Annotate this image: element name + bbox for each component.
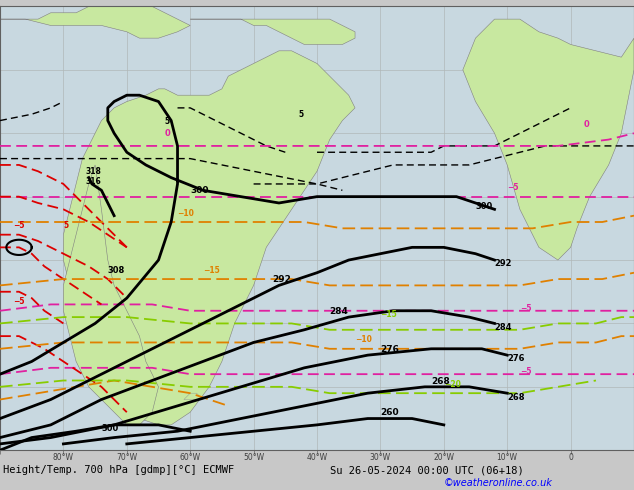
Text: 318: 318 <box>86 168 101 176</box>
Polygon shape <box>63 165 158 425</box>
Text: 300: 300 <box>101 424 119 433</box>
Text: 40°W: 40°W <box>306 453 328 463</box>
Text: 70°W: 70°W <box>116 453 138 463</box>
Polygon shape <box>63 51 355 425</box>
Text: 300: 300 <box>476 202 493 211</box>
Text: 276: 276 <box>380 345 399 354</box>
Text: 276: 276 <box>507 354 525 364</box>
Text: 292: 292 <box>495 259 512 269</box>
Text: 5: 5 <box>63 221 68 230</box>
Text: −5: −5 <box>520 304 531 313</box>
Text: −5: −5 <box>13 297 24 306</box>
Text: 50°W: 50°W <box>243 453 264 463</box>
Text: 260: 260 <box>380 408 399 417</box>
Text: 30°W: 30°W <box>370 453 391 463</box>
Text: 308: 308 <box>108 266 125 275</box>
Text: −15: −15 <box>203 266 219 275</box>
Text: 20°W: 20°W <box>433 453 455 463</box>
Text: 60°W: 60°W <box>179 453 201 463</box>
Text: ©weatheronline.co.uk: ©weatheronline.co.uk <box>444 478 553 489</box>
Text: 10°W: 10°W <box>496 453 518 463</box>
Text: 80°W: 80°W <box>53 453 74 463</box>
Text: 5: 5 <box>298 110 303 120</box>
Text: 268: 268 <box>507 392 525 401</box>
Text: −5: −5 <box>520 367 531 376</box>
Text: 316: 316 <box>86 177 101 186</box>
Text: −10: −10 <box>355 336 372 344</box>
Text: 0: 0 <box>165 129 171 138</box>
Polygon shape <box>0 6 190 38</box>
Text: 284: 284 <box>495 323 512 332</box>
Text: 300: 300 <box>190 187 209 196</box>
Text: −15: −15 <box>380 310 397 319</box>
Polygon shape <box>184 393 203 399</box>
Text: 0: 0 <box>568 453 573 463</box>
Polygon shape <box>463 19 634 260</box>
Text: 268: 268 <box>431 377 450 386</box>
Text: 292: 292 <box>273 275 292 284</box>
Text: Su 26-05-2024 00:00 UTC (06+18): Su 26-05-2024 00:00 UTC (06+18) <box>330 465 524 475</box>
Text: 5: 5 <box>165 117 170 126</box>
Text: 284: 284 <box>330 307 349 316</box>
Text: −5: −5 <box>507 183 519 192</box>
Text: −20: −20 <box>444 380 461 389</box>
Text: Height/Temp. 700 hPa [gdmp][°C] ECMWF: Height/Temp. 700 hPa [gdmp][°C] ECMWF <box>3 465 235 475</box>
Text: −10: −10 <box>178 209 195 218</box>
Text: 0: 0 <box>583 120 589 129</box>
Text: −5: −5 <box>13 221 24 230</box>
Polygon shape <box>190 19 355 45</box>
